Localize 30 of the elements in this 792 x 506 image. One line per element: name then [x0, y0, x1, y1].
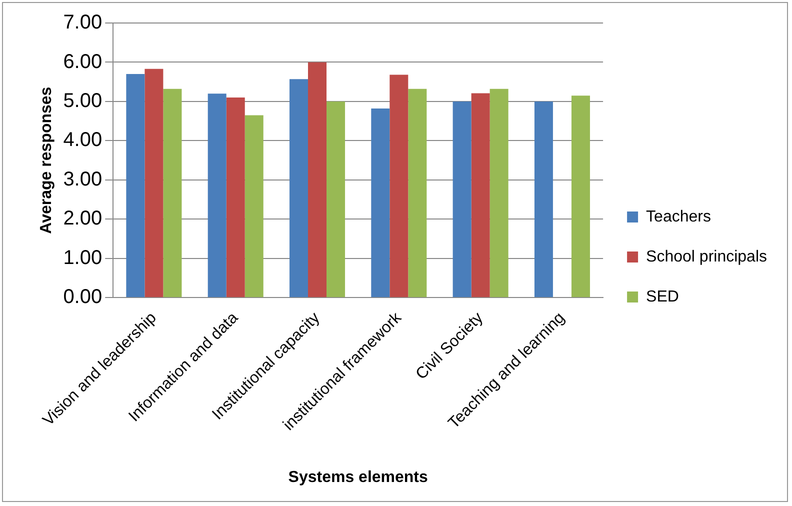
- y-tick-label: 5.00: [63, 90, 102, 112]
- bar: [571, 96, 590, 298]
- bar: [408, 88, 427, 298]
- bar: [126, 74, 145, 298]
- y-tick-label: 1.00: [63, 246, 102, 269]
- y-tick-label: 0.00: [63, 286, 102, 308]
- y-tick-label: 3.00: [63, 168, 102, 190]
- legend-label: Teachers: [646, 208, 711, 226]
- bar: [226, 98, 245, 298]
- bar: [534, 101, 553, 298]
- bar: [452, 101, 472, 298]
- y-tick-label: 6.00: [63, 50, 102, 73]
- bar: [490, 88, 508, 298]
- y-tick-label: 2.00: [63, 208, 102, 230]
- bar: [163, 88, 182, 298]
- bar: [326, 101, 346, 298]
- bar: [208, 94, 226, 298]
- legend-label: School principals: [646, 248, 767, 266]
- bar: [290, 79, 308, 298]
- bar: [390, 74, 408, 298]
- bar: [244, 115, 264, 298]
- bar: [471, 93, 490, 298]
- y-tick-label: 4.00: [63, 129, 102, 152]
- legend-label: SED: [646, 288, 679, 306]
- bar: [371, 108, 390, 298]
- bar: [144, 68, 164, 298]
- bar: [308, 62, 327, 298]
- y-tick-label: 7.00: [63, 12, 102, 34]
- x-axis-title: Systems elements: [288, 468, 428, 486]
- y-axis-title: Average responses: [38, 86, 56, 234]
